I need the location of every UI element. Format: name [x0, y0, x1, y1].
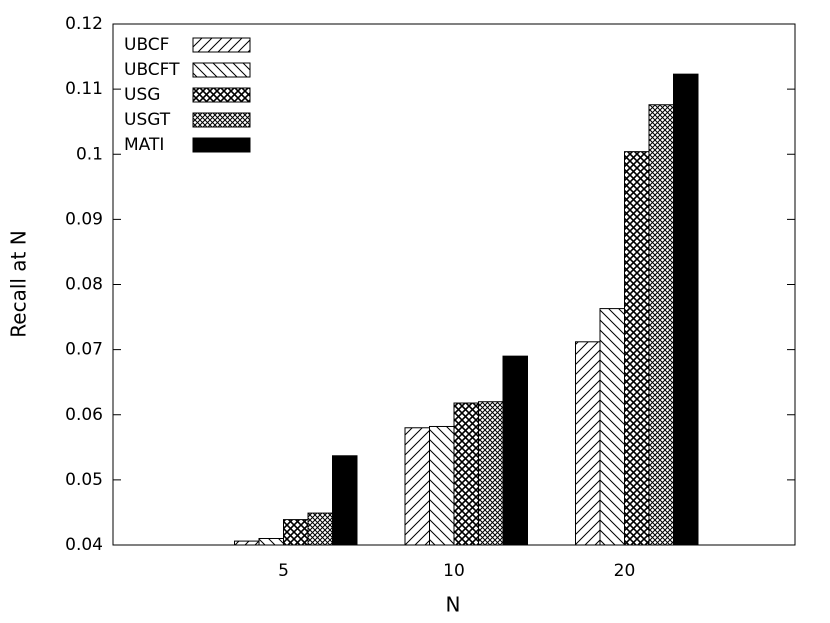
- bar: [624, 151, 650, 546]
- bar: [478, 401, 504, 546]
- bar: [599, 308, 625, 546]
- bar: [575, 341, 601, 546]
- y-tick-label: 0.07: [65, 340, 103, 360]
- y-tick-label: 0.1: [76, 144, 103, 164]
- x-axis-label: N: [446, 593, 461, 617]
- legend-label: UBCF: [124, 35, 169, 55]
- legend-label: USGT: [124, 110, 171, 130]
- y-tick-label: 0.11: [65, 79, 103, 99]
- y-tick-label: 0.04: [65, 535, 103, 555]
- legend-label: MATI: [124, 135, 164, 155]
- bar: [453, 402, 479, 546]
- legend-label: UBCFT: [124, 60, 180, 80]
- bar: [648, 104, 674, 546]
- bar: [429, 425, 455, 546]
- bar: [404, 427, 430, 546]
- y-tick-label: 0.12: [65, 14, 103, 34]
- legend-swatch: [192, 37, 251, 53]
- legend-swatch: [192, 137, 251, 153]
- bar: [234, 540, 260, 546]
- bar: [673, 73, 699, 546]
- bar: [307, 512, 333, 546]
- y-axis-label: Recall at N: [7, 230, 31, 337]
- legend-swatch: [192, 112, 251, 128]
- bar: [332, 455, 358, 546]
- bar: [258, 537, 284, 546]
- legend-swatch: [192, 87, 251, 103]
- x-tick-label: 10: [443, 561, 465, 581]
- x-tick-label: 20: [614, 561, 636, 581]
- y-tick-label: 0.06: [65, 405, 103, 425]
- x-tick-label: 5: [278, 561, 289, 581]
- y-tick-label: 0.05: [65, 470, 103, 490]
- y-tick-label: 0.08: [65, 275, 103, 295]
- legend-swatch: [192, 62, 251, 78]
- y-tick-label: 0.09: [65, 209, 103, 229]
- legend-label: USG: [124, 85, 160, 105]
- bar: [283, 519, 309, 546]
- bar: [502, 355, 528, 546]
